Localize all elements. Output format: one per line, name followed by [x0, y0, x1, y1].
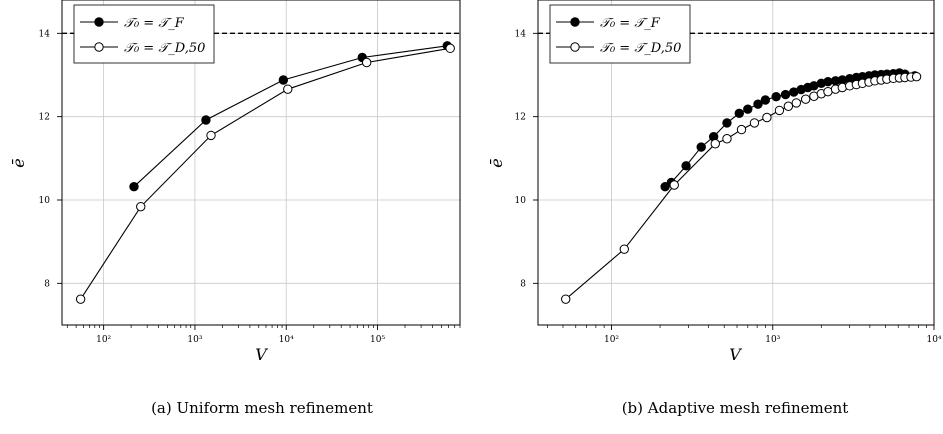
y-tick-label: 8: [520, 279, 526, 289]
x-tick-label: 10²: [604, 335, 619, 345]
legend-marker-open: [570, 42, 580, 52]
data-point-filled: [722, 118, 732, 128]
legend-label: 𝒯₀ = 𝒯_F: [600, 16, 661, 31]
data-point-open: [762, 112, 772, 123]
data-point-filled: [129, 181, 139, 192]
data-point-open: [911, 71, 922, 82]
data-point-filled: [201, 115, 211, 125]
legend-marker-filled: [570, 17, 580, 27]
data-point-open: [722, 134, 732, 144]
legend-label: 𝒯₀ = 𝒯_D,50: [600, 41, 681, 56]
data-point-filled: [753, 99, 763, 109]
data-point-open: [736, 124, 747, 135]
x-tick-label: 10³: [765, 335, 780, 345]
data-point-filled: [278, 75, 289, 85]
panel-adaptive: 10² 10³ 10⁴ 8 10 12 14 𝒯₀ = 𝒯_F 𝒯₀ = 𝒯_D,50 Vē (b)…: [487, 0, 942, 417]
data-point-filled: [734, 108, 744, 119]
data-point-open: [561, 294, 571, 304]
plot-frame: [537, 0, 935, 326]
x-axis-label: V: [255, 345, 268, 364]
data-point-open: [75, 294, 86, 304]
legend-box: [73, 4, 215, 64]
figure-caption: (b) Adaptive mesh refinement: [622, 399, 849, 417]
x-tick-label: 10³: [187, 335, 202, 345]
x-tick-label: 10⁵: [370, 335, 385, 345]
legend-label: 𝒯₀ = 𝒯_F: [124, 16, 185, 31]
legend-box: [549, 4, 691, 64]
data-point-open: [783, 101, 794, 111]
plot-frame: [61, 0, 461, 326]
y-tick-label: 12: [515, 113, 526, 123]
x-tick-label: 10⁴: [279, 335, 294, 345]
series-line-open: [80, 47, 451, 300]
figure-caption: (a) Uniform mesh refinement: [151, 399, 373, 417]
data-point-open: [791, 98, 802, 108]
legend-marker-filled: [94, 17, 104, 27]
data-point-open: [710, 139, 720, 149]
data-point-open: [774, 105, 785, 116]
data-point-filled: [780, 89, 791, 100]
data-point-filled: [760, 95, 771, 105]
data-point-open: [669, 180, 679, 190]
data-point-open: [749, 118, 760, 128]
x-tick-label: 10⁴: [926, 335, 941, 345]
y-tick-label: 10: [39, 196, 51, 206]
data-point-filled: [696, 142, 706, 152]
y-tick-label: 14: [39, 29, 51, 39]
y-axis-label: ē: [9, 158, 28, 167]
data-point-open: [206, 130, 216, 141]
legend-marker-open: [94, 42, 104, 52]
y-axis-label: ē: [487, 158, 506, 167]
y-tick-label: 14: [515, 29, 527, 39]
y-tick-label: 12: [39, 113, 50, 123]
data-point-open: [136, 201, 146, 212]
data-point-open: [361, 57, 372, 68]
legend-label: 𝒯₀ = 𝒯_D,50: [124, 41, 205, 56]
x-axis-label: V: [729, 345, 742, 364]
panel-uniform: 10² 10³ 10⁴ 10⁵ 8 10 12 14 𝒯₀ = 𝒯_F 𝒯₀ = 𝒯_D,50 Vē…: [9, 0, 461, 417]
x-tick-label: 10²: [96, 335, 111, 345]
y-tick-label: 8: [44, 279, 50, 289]
data-point-open: [619, 244, 629, 254]
data-point-open: [800, 94, 811, 104]
data-point-open: [445, 43, 455, 54]
data-point-filled: [771, 91, 781, 102]
y-tick-label: 10: [515, 196, 527, 206]
data-point-open: [283, 84, 293, 94]
data-point-filled: [743, 104, 753, 114]
data-point-filled: [681, 161, 691, 171]
